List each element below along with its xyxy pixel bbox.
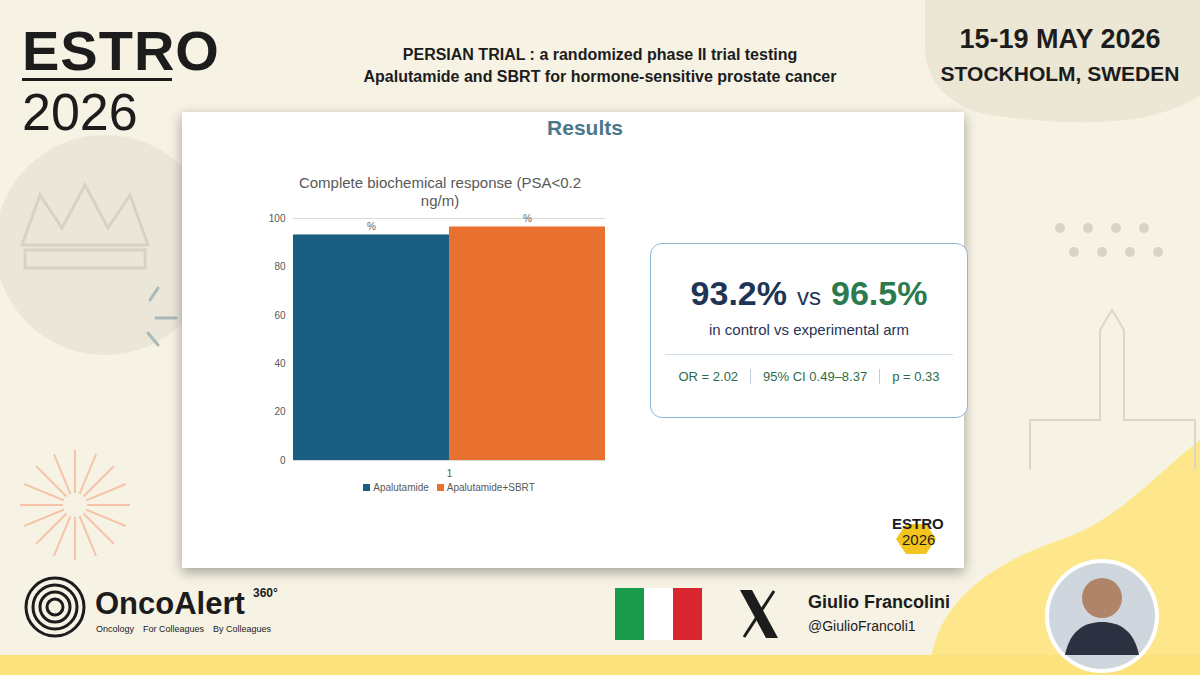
svg-text:40: 40 (274, 358, 286, 369)
html-text:PERSIAN TRIAL : a randomized p: PERSIAN TRIAL : a randomized phase II tr… (402, 46, 798, 63)
html-text:OR = 2.02: OR = 2.02 (678, 369, 739, 384)
html-text:ESTRO: ESTRO (22, 19, 220, 82)
html-text:Apalutamide: Apalutamide (373, 482, 429, 493)
html-text:360°: 360° (253, 586, 278, 600)
html-text:ESTRO: ESTRO (892, 515, 944, 532)
html-text:Results: Results (547, 116, 623, 139)
html-text:Complete biochemical response: Complete biochemical response (PSA<0.2 n… (298, 174, 582, 209)
svg-text:60: 60 (274, 310, 286, 321)
html-text:Apalutamide+SBRT: Apalutamide+SBRT (446, 482, 535, 493)
svg-text:20: 20 (274, 406, 286, 417)
html-text:By Colleagues: By Colleagues (213, 624, 272, 634)
svg-text:0: 0 (280, 455, 286, 466)
html-text:STOCKHOLM, SWEDEN: STOCKHOLM, SWEDEN (940, 62, 1180, 85)
html-text:15-19 MAY 2026: 15-19 MAY 2026 (959, 24, 1161, 54)
html-text:95% CI 0.49–8.37: 95% CI 0.49–8.37 (763, 369, 868, 384)
svg-text:%: % (523, 213, 532, 224)
html-text:p = 0.33: p = 0.33 (892, 369, 940, 384)
svg-text:1: 1 (447, 468, 453, 479)
html-text:93.2% vs 96.5%: 93.2% vs 96.5% (690, 274, 928, 312)
svg-text:100: 100 (269, 213, 286, 224)
html-text:Giulio Francolini: Giulio Francolini (808, 592, 950, 612)
html-text:@GiulioFrancoli1: @GiulioFrancoli1 (808, 618, 916, 634)
html-text:OncoAlert: OncoAlert (95, 586, 245, 621)
html-text:Apalutamide and SBRT for hormo: Apalutamide and SBRT for hormone-sensiti… (363, 68, 837, 85)
html-text:For Colleagues: For Colleagues (143, 624, 205, 634)
svg-text:%: % (367, 221, 376, 232)
html-text:Oncology: Oncology (96, 624, 134, 634)
html-text:in control vs experimental arm: in control vs experimental arm (709, 321, 909, 338)
html-text:2026: 2026 (902, 531, 936, 548)
html-text:2026: 2026 (22, 83, 138, 141)
svg-text:80: 80 (274, 261, 286, 272)
